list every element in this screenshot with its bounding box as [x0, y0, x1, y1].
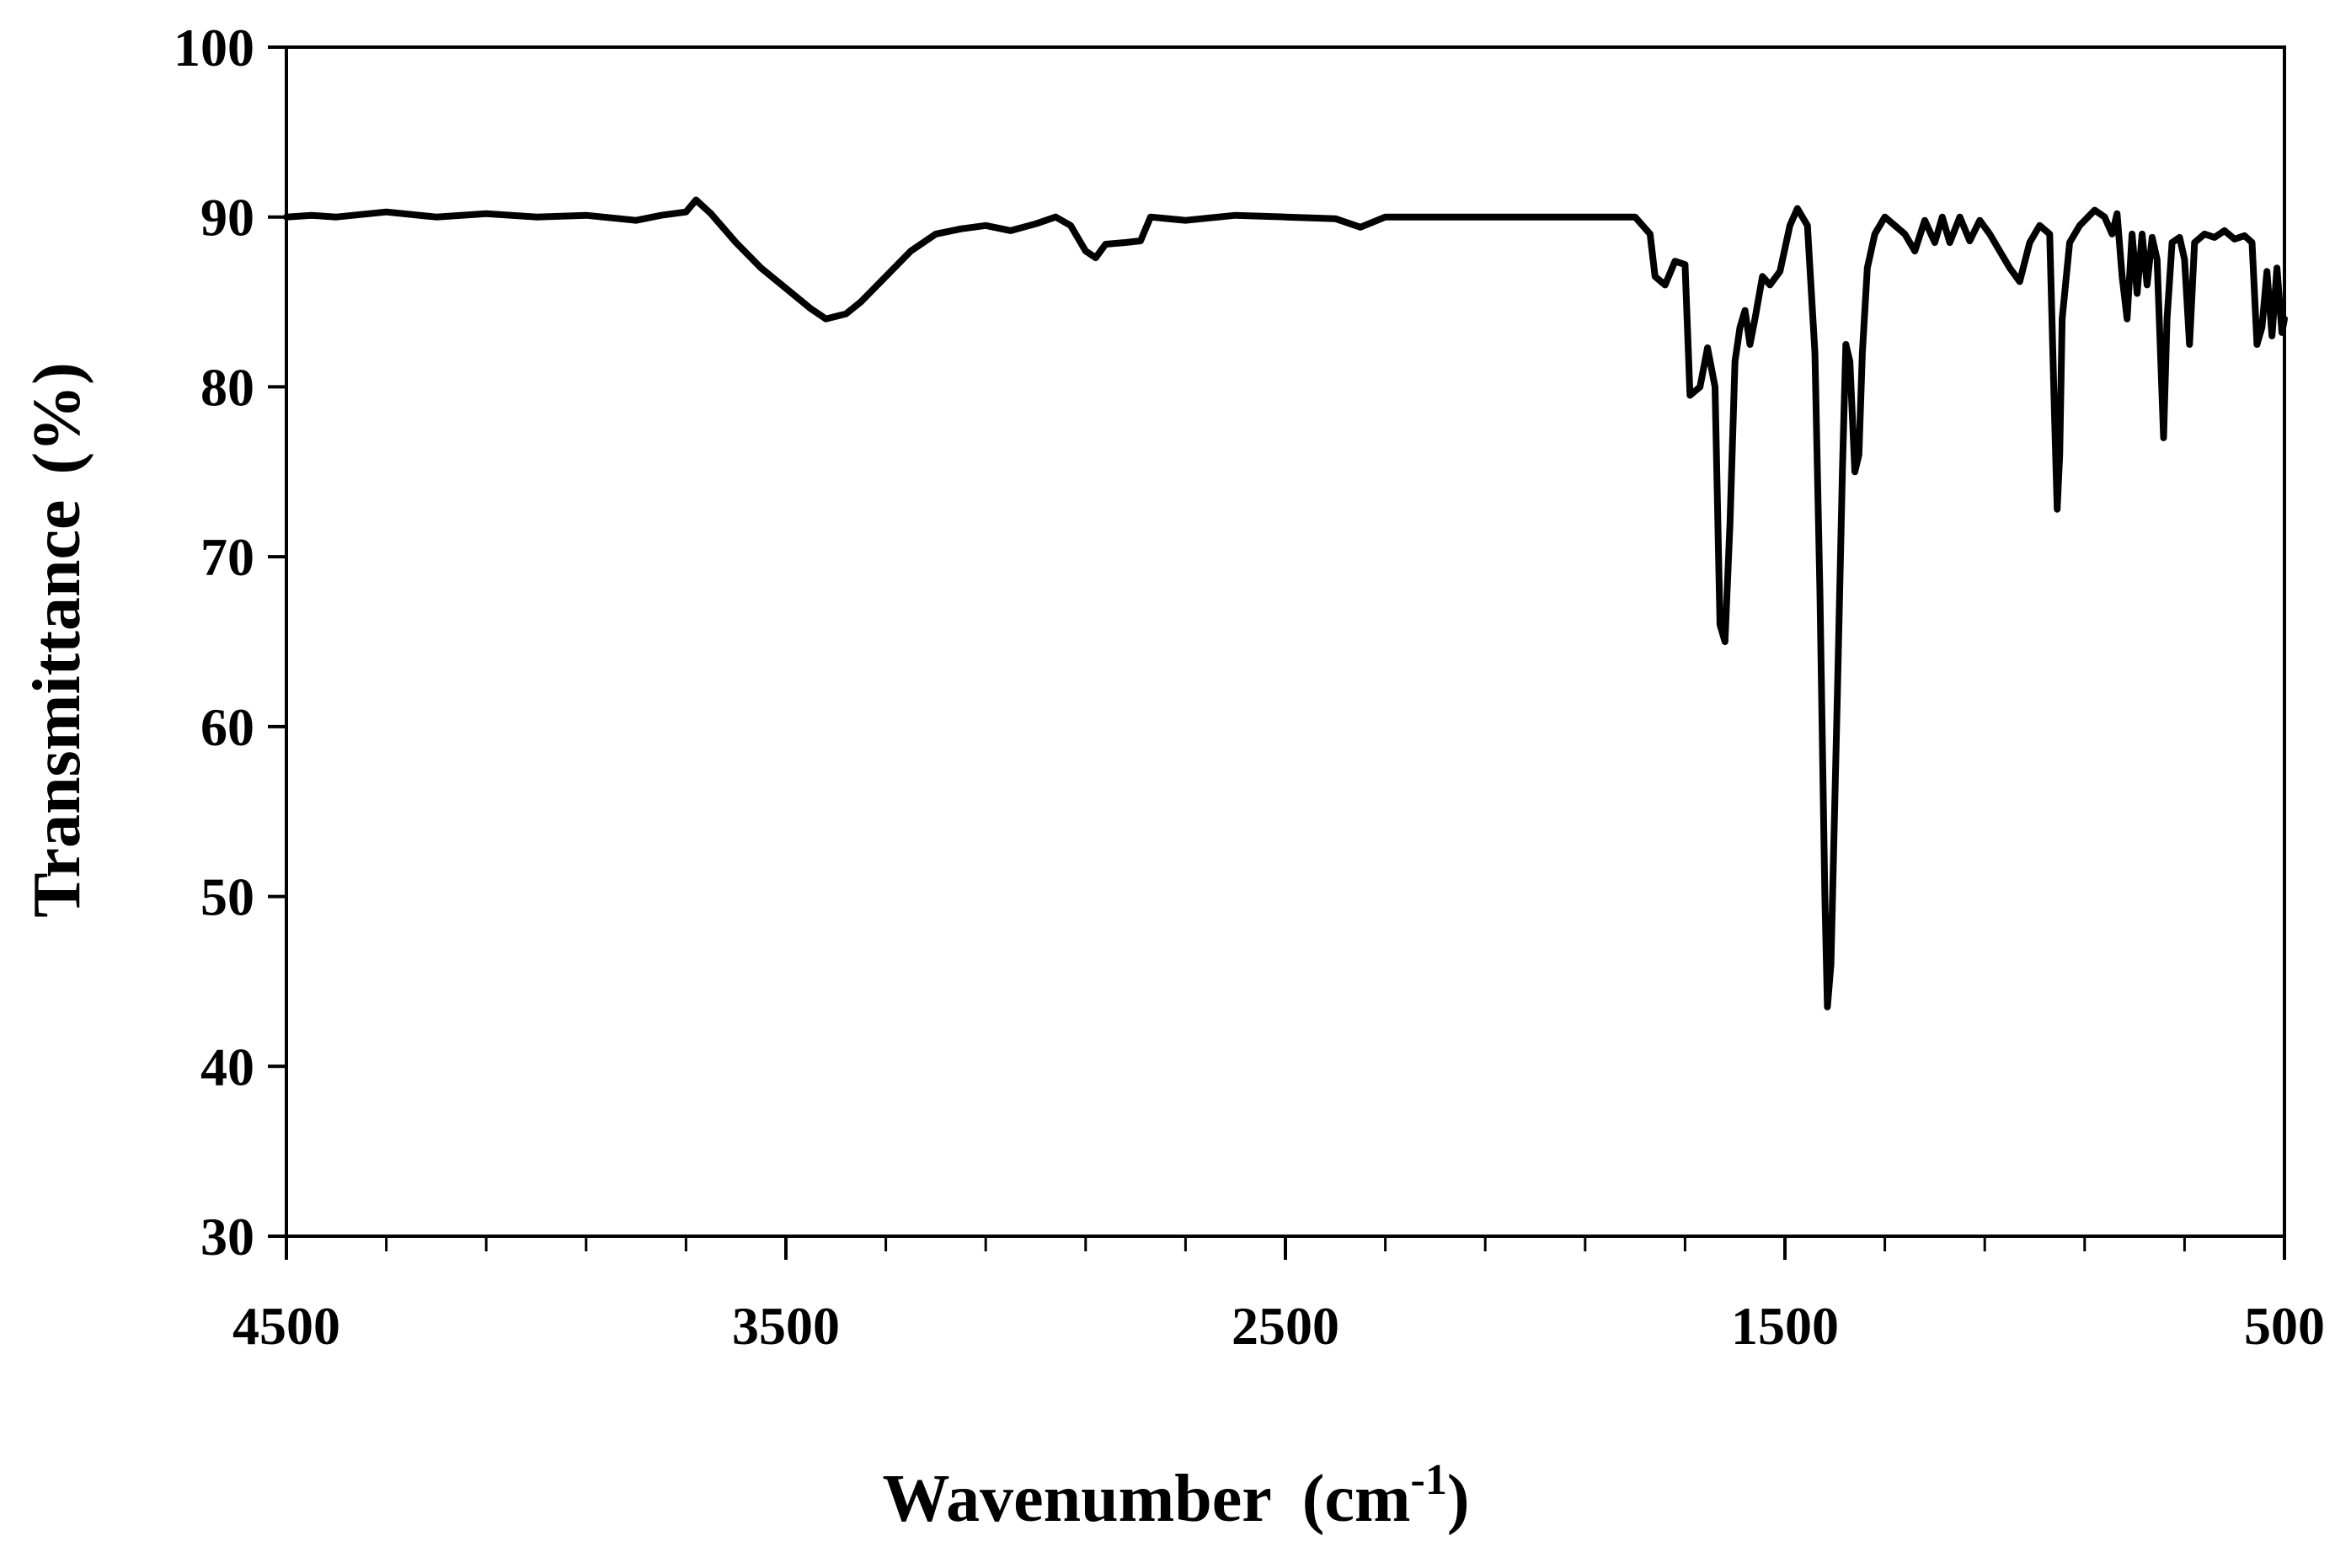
- y-axis-label: Transmittance: [20, 500, 94, 918]
- y-ticks: [268, 45, 286, 1238]
- y-tick-labels: 30 40 50 60 70 80 90 100: [174, 18, 254, 1267]
- y-tick-label: 40: [200, 1037, 254, 1096]
- y-tick-label: 70: [200, 527, 254, 587]
- y-tick-label: 50: [200, 867, 254, 927]
- y-axis-title: Transmittance (%): [20, 362, 94, 918]
- x-axis-unit-base: (cm: [1302, 1462, 1411, 1536]
- y-tick-label: 90: [200, 188, 254, 248]
- x-axis-title: Wavenumber (cm-1): [883, 1456, 1470, 1536]
- y-axis-unit: (%): [20, 362, 94, 474]
- y-tick-label: 30: [200, 1207, 254, 1267]
- x-axis-label: Wavenumber: [883, 1462, 1272, 1536]
- x-axis-unit-sup: -1: [1411, 1456, 1447, 1504]
- x-minor-ticks: [385, 1236, 2186, 1251]
- x-tick-label: 1500: [1731, 1296, 1839, 1356]
- x-tick-labels: 4500 3500 2500 1500 500: [232, 1296, 2325, 1356]
- x-tick-label: 2500: [1232, 1296, 1339, 1356]
- x-tick-label: 4500: [232, 1296, 340, 1356]
- y-tick-label: 60: [200, 697, 254, 757]
- y-tick-label: 100: [174, 18, 254, 77]
- x-major-ticks: [285, 1236, 2286, 1260]
- x-tick-label: 3500: [732, 1296, 840, 1356]
- x-axis-unit-close: ): [1447, 1462, 1470, 1536]
- spectrum-line: [283, 196, 2288, 1011]
- y-tick-label: 80: [200, 357, 254, 417]
- x-tick-label: 500: [2244, 1296, 2325, 1356]
